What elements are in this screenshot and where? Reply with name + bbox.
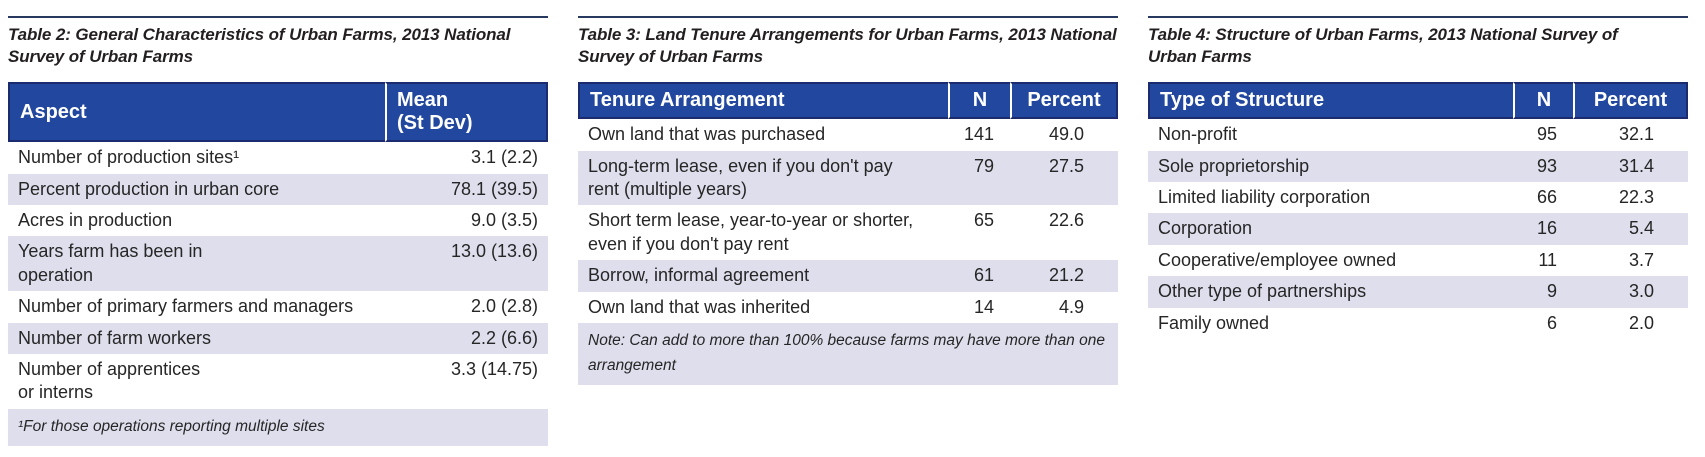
- row-n: 14: [973, 296, 994, 317]
- row-n: 6: [1546, 312, 1557, 333]
- row-percent: 2.0: [1628, 312, 1654, 333]
- row-label: Number of production sites¹: [18, 147, 240, 168]
- row-label: Number of farm workers: [8, 322, 385, 354]
- row-percent: 32.1: [1618, 124, 1654, 145]
- row-label: Acres in production: [18, 209, 173, 230]
- row-n: 79: [948, 150, 1010, 206]
- row-label: Short term lease, year-to-year or shorte…: [588, 210, 914, 254]
- row-percent: 3.7: [1628, 249, 1654, 270]
- row-label: Other type of partnerships: [1148, 276, 1513, 308]
- row-label: Years farm has been in operation: [8, 236, 385, 292]
- table-row: Short term lease, year-to-year or shorte…: [578, 205, 1118, 260]
- row-percent: 3.0: [1573, 276, 1688, 308]
- table-row: Number of farm workers 2.2 (6.6): [8, 322, 548, 354]
- table-row: Years farm has been in operation 13.0 (1…: [8, 236, 548, 292]
- table-row: Non-profit 95 32.1: [1148, 119, 1688, 150]
- column-header-n: N: [1513, 82, 1573, 120]
- table-row: Long-term lease, even if you don't pay r…: [578, 150, 1118, 206]
- table-row: Own land that was purchased 141 49.0: [578, 119, 1118, 150]
- row-label: Non-profit: [1158, 124, 1238, 145]
- column-header-mean-stdev: Mean (St Dev): [385, 82, 548, 143]
- table-4-card: Table 4: Structure of Urban Farms, 2013 …: [1148, 16, 1688, 446]
- table-4: Type of Structure N Percent Non-profit 9…: [1148, 82, 1688, 339]
- table-3: Tenure Arrangement N Percent Own land th…: [578, 82, 1118, 385]
- column-header-n: N: [948, 82, 1010, 120]
- table-3-caption: Table 3: Land Tenure Arrangements for Ur…: [578, 25, 1117, 67]
- table-row: Acres in production 9.0 (3.5): [8, 205, 548, 236]
- row-percent: 21.2: [1010, 260, 1118, 292]
- column-header-percent: Percent: [1010, 82, 1118, 120]
- table-row: Sole proprietorship 93 31.4: [1148, 150, 1688, 182]
- table-row: Cooperative/employee owned 11 3.7: [1148, 245, 1688, 276]
- row-label: Borrow, informal agreement: [578, 260, 948, 292]
- row-percent: 49.0: [1048, 124, 1084, 145]
- row-percent: 5.4: [1573, 213, 1688, 245]
- column-header-percent: Percent: [1573, 82, 1688, 120]
- row-n: 16: [1513, 213, 1573, 245]
- note-row: Note: Can add to more than 100% because …: [578, 322, 1118, 385]
- column-header-aspect: Aspect: [8, 82, 385, 143]
- table-row: Limited liability corporation 66 22.3: [1148, 182, 1688, 213]
- row-label: Corporation: [1148, 213, 1513, 245]
- row-label: Family owned: [1158, 312, 1270, 333]
- row-value: 3.3 (14.75): [450, 358, 538, 379]
- row-n: 66: [1536, 186, 1557, 207]
- row-percent: 27.5: [1010, 150, 1118, 206]
- row-percent: 31.4: [1573, 150, 1688, 182]
- row-n: 9: [1513, 276, 1573, 308]
- row-percent: 22.3: [1618, 186, 1654, 207]
- row-label: Percent production in urban core: [8, 173, 385, 205]
- row-value: 3.1 (2.2): [470, 147, 538, 168]
- table-row: Percent production in urban core 78.1 (3…: [8, 173, 548, 205]
- footnote-row: ¹For those operations reporting multiple…: [8, 408, 548, 446]
- row-percent: 22.6: [1048, 210, 1084, 231]
- table-3-card: Table 3: Land Tenure Arrangements for Ur…: [578, 16, 1118, 446]
- row-n: 141: [963, 124, 994, 145]
- row-n: 65: [973, 210, 994, 231]
- top-rule: [1148, 16, 1688, 18]
- row-label: Sole proprietorship: [1148, 150, 1513, 182]
- table-2: Aspect Mean (St Dev) Number of productio…: [8, 82, 548, 446]
- table-2-card: Table 2: General Characteristics of Urba…: [8, 16, 548, 446]
- row-value: 78.1 (39.5): [385, 173, 548, 205]
- row-label: Own land that was purchased: [588, 124, 826, 145]
- table-row: Own land that was inherited 14 4.9: [578, 292, 1118, 323]
- top-rule: [8, 16, 548, 18]
- table-row: Corporation 16 5.4: [1148, 213, 1688, 245]
- header-row: Aspect Mean (St Dev): [8, 82, 548, 143]
- row-value: 9.0 (3.5): [470, 209, 538, 230]
- table-row: Number of production sites¹ 3.1 (2.2): [8, 142, 548, 173]
- row-value: 13.0 (13.6): [385, 236, 548, 292]
- row-label: Cooperative/employee owned: [1158, 249, 1397, 270]
- table-row: Other type of partnerships 9 3.0: [1148, 276, 1688, 308]
- row-label: Number of primary farmers and managers: [18, 296, 354, 317]
- top-rule: [578, 16, 1118, 18]
- table-note: Note: Can add to more than 100% because …: [578, 322, 1118, 385]
- table-row: Number of apprentices or interns 3.3 (14…: [8, 354, 548, 409]
- tables-strip: Table 2: General Characteristics of Urba…: [8, 16, 1688, 446]
- column-header-structure: Type of Structure: [1148, 82, 1513, 120]
- header-row: Tenure Arrangement N Percent: [578, 82, 1118, 120]
- row-n: 61: [948, 260, 1010, 292]
- row-value: 2.0 (2.8): [470, 296, 538, 317]
- row-label: Limited liability corporation: [1158, 186, 1371, 207]
- row-label: Number of apprentices or interns: [18, 358, 201, 403]
- row-n: 11: [1538, 249, 1557, 270]
- row-value: 2.2 (6.6): [385, 322, 548, 354]
- row-n: 95: [1536, 124, 1557, 145]
- table-row: Family owned 6 2.0: [1148, 308, 1688, 339]
- header-row: Type of Structure N Percent: [1148, 82, 1688, 120]
- row-label: Own land that was inherited: [588, 296, 811, 317]
- table-2-caption: Table 2: General Characteristics of Urba…: [8, 25, 511, 67]
- row-n: 93: [1513, 150, 1573, 182]
- table-footnote: ¹For those operations reporting multiple…: [8, 408, 548, 446]
- table-row: Number of primary farmers and managers 2…: [8, 291, 548, 322]
- table-row: Borrow, informal agreement 61 21.2: [578, 260, 1118, 292]
- row-label: Long-term lease, even if you don't pay r…: [578, 150, 948, 206]
- table-4-caption: Table 4: Structure of Urban Farms, 2013 …: [1148, 25, 1618, 67]
- column-header-tenure: Tenure Arrangement: [578, 82, 948, 120]
- row-percent: 4.9: [1058, 296, 1084, 317]
